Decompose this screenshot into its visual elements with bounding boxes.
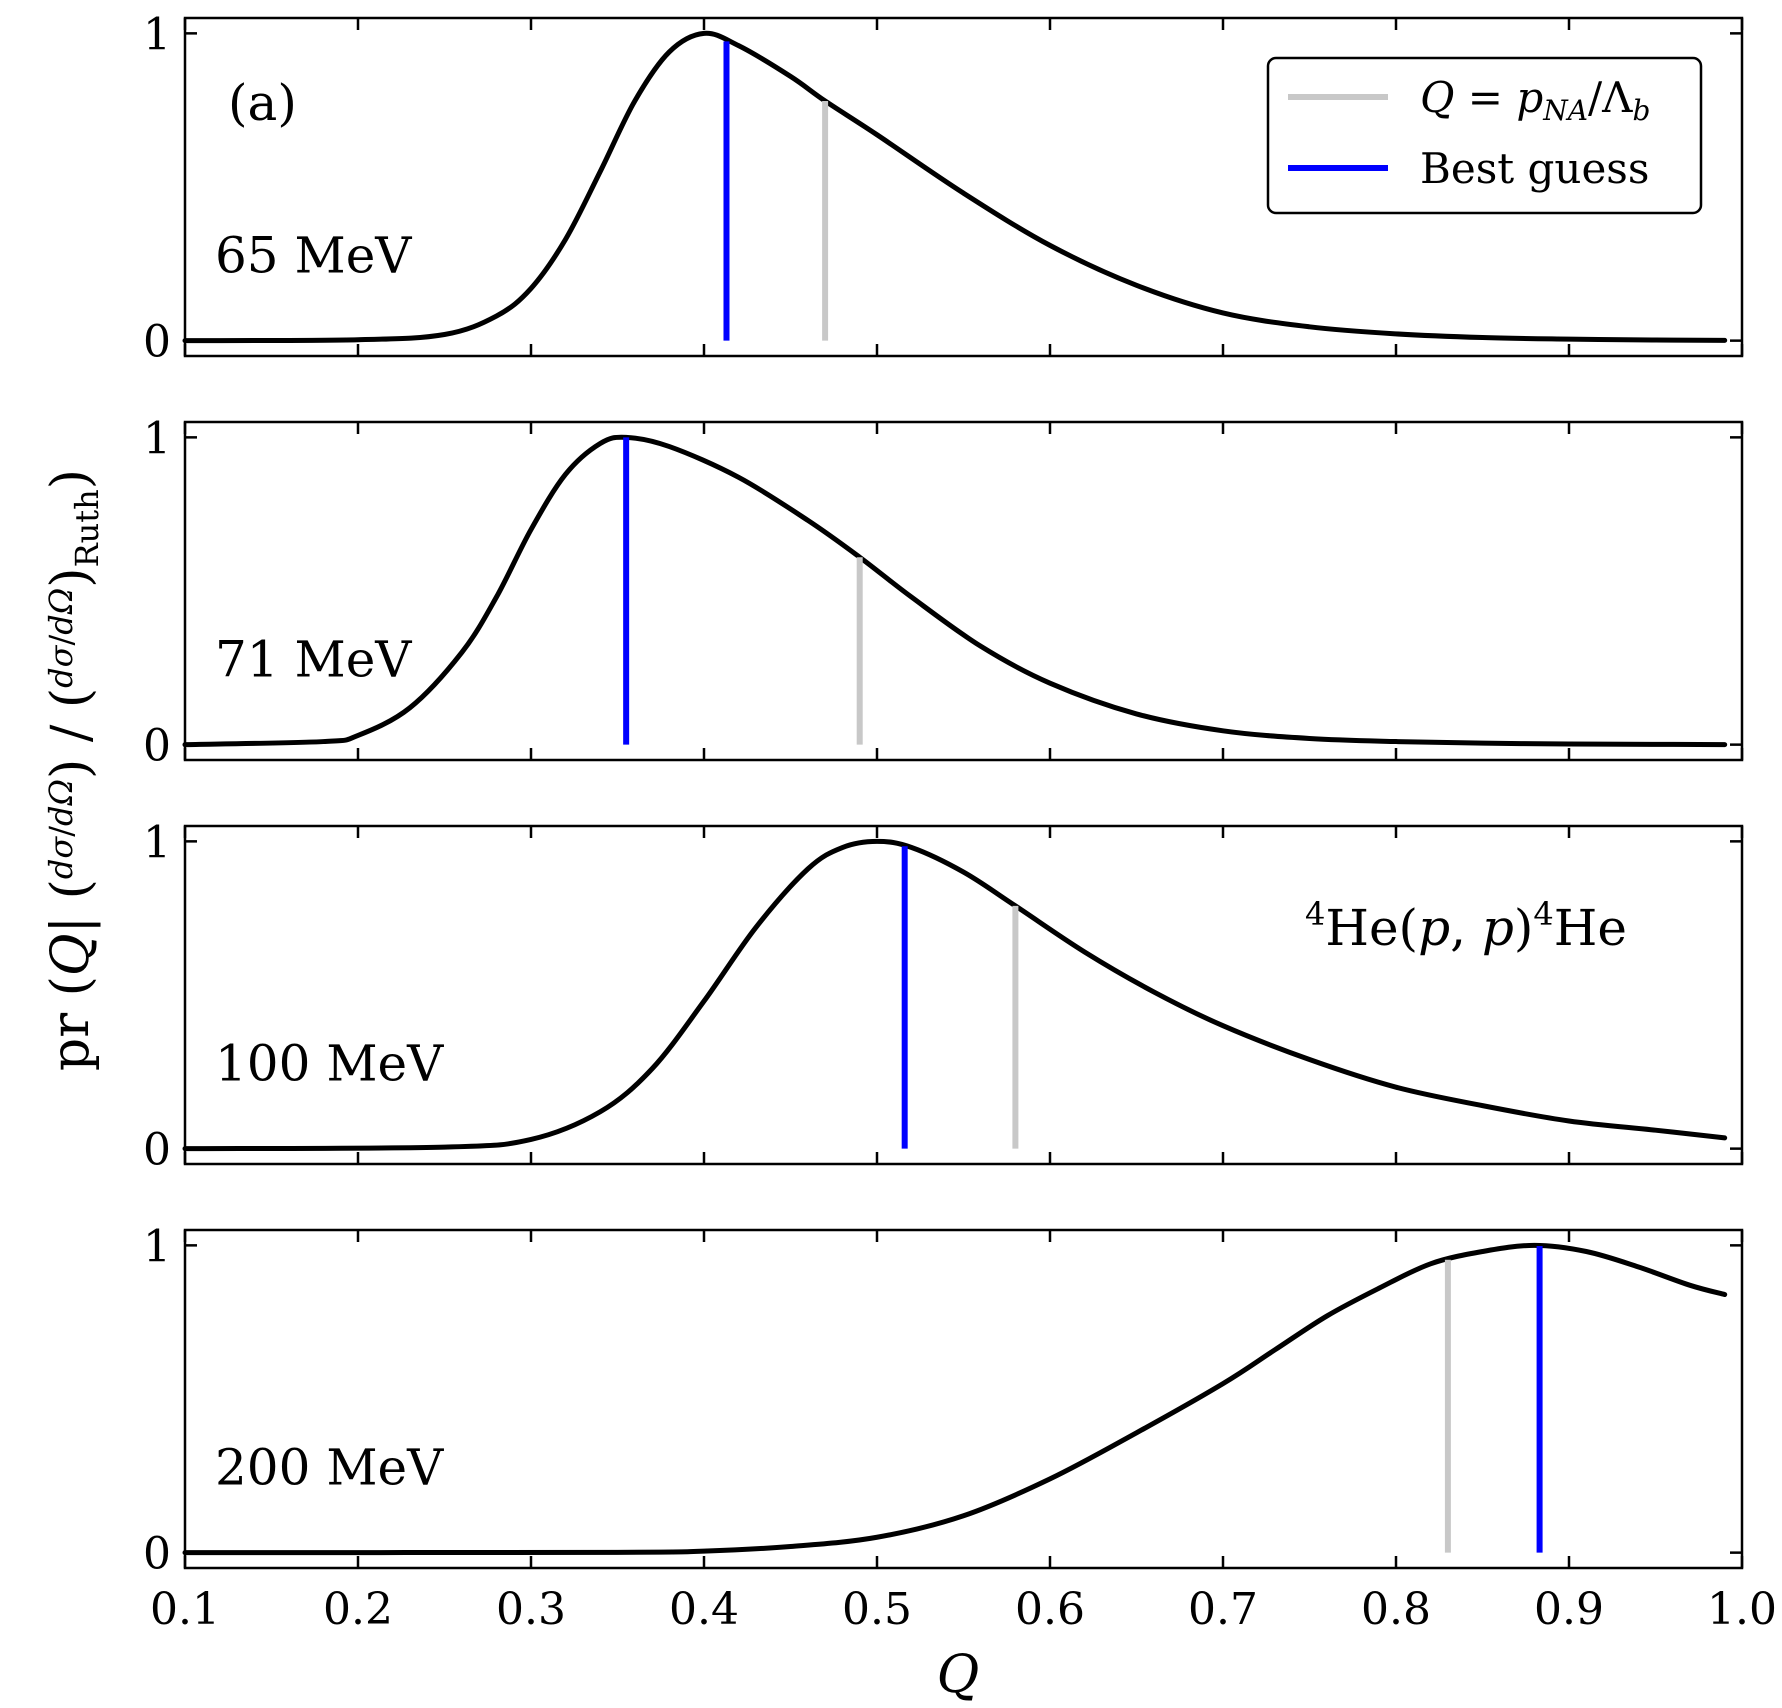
x-tick-label: 0.6: [1015, 1584, 1085, 1635]
svg-text:pr (Q| (dσ/dΩ) / (dσ/dΩ)Ruth): pr (Q| (dσ/dΩ) / (dσ/dΩ)Ruth): [41, 469, 106, 1071]
y-title-frac-sep-2: /: [42, 635, 80, 646]
legend-label-best-guess: Best guess: [1420, 144, 1649, 193]
energy-label: 71 MeV: [215, 631, 412, 689]
y-title-end: ): [41, 469, 101, 489]
panel-1: 0 1 65 MeV: [143, 9, 1744, 368]
y-title-bar: | (: [41, 879, 101, 933]
y-title-frac-num-2: dσ: [42, 644, 80, 687]
posterior-curve: [182, 434, 1728, 748]
x-tick-label: 0.9: [1534, 1584, 1604, 1635]
y-tick-label: 0: [143, 1529, 171, 1580]
panel-frame: [183, 420, 1744, 762]
x-tick-label: 0.7: [1188, 1584, 1258, 1635]
energy-label: 65 MeV: [215, 227, 412, 285]
y-title-var: Q: [41, 933, 101, 976]
panel-frame: [183, 1228, 1744, 1570]
x-tick-label: 0.3: [496, 1584, 566, 1635]
panel-4: 0.1 0.2 0.3 0.4 0.5 0.6 0.7 0.8 0.9 1.0 0 1 200 MeV: [143, 1221, 1777, 1635]
x-tick-label: 0.8: [1361, 1584, 1431, 1635]
y-title-frac-sep: /: [42, 826, 80, 837]
y-title-frac-num: dσ: [42, 836, 80, 879]
legend-label-ratio: Q = pNA/Λb: [1420, 73, 1650, 127]
y-tick-label: 1: [143, 817, 171, 868]
y-tick-label: 1: [143, 1221, 171, 1272]
x-axis-title: Q: [937, 1645, 980, 1705]
x-tick-label: 0.1: [150, 1584, 220, 1635]
y-tick-label: 0: [143, 1125, 171, 1176]
y-axis-title: pr (Q| (dσ/dΩ) / (dσ/dΩ)Ruth): [41, 469, 106, 1071]
y-title-frac-den: dΩ: [42, 779, 80, 826]
x-tick-label: 0.2: [323, 1584, 393, 1635]
panel-frame: [183, 824, 1744, 1166]
legend: Q = pNA/Λb Best guess: [1266, 56, 1703, 215]
y-tick-label: 1: [143, 9, 171, 60]
subfigure-label: (a): [228, 74, 297, 132]
y-tick-label: 0: [143, 721, 171, 772]
posterior-curve: [182, 1242, 1728, 1556]
panel-2: 0 1 71 MeV: [143, 413, 1744, 772]
y-tick-label: 1: [143, 413, 171, 464]
reaction-annotation: 4He(p, p)4He: [1305, 895, 1627, 957]
y-title-close: ): [41, 567, 101, 587]
energy-label: 200 MeV: [215, 1439, 444, 1497]
y-title-prefix: pr (: [41, 976, 101, 1071]
y-title-subscript: Ruth: [68, 489, 106, 567]
posterior-curve: [182, 838, 1728, 1152]
y-tick-label: 0: [143, 317, 171, 368]
y-title-frac-den-2: dΩ: [42, 588, 80, 635]
y-title-mid: ) / (: [41, 688, 101, 779]
x-tick-label: 0.5: [842, 1584, 912, 1635]
x-tick-label: 0.4: [669, 1584, 739, 1635]
panel-3: 0 1 100 MeV: [143, 817, 1744, 1176]
energy-label: 100 MeV: [215, 1035, 444, 1093]
panels-group: 0 1 65 MeV 0 1 71 MeV 0 1 100 MeV 0.1 0.2 0.3 0.4 0.5…: [143, 9, 1777, 1635]
x-tick-label: 1.0: [1707, 1584, 1777, 1635]
panel-frame: [183, 16, 1744, 358]
